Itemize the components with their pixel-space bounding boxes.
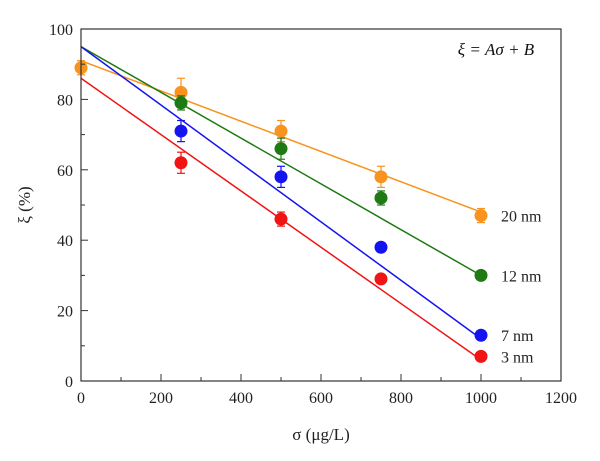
point-20-nm [474,209,488,223]
series-label-3-nm: 3 nm [501,349,534,366]
series-label-7-nm: 7 nm [501,328,534,345]
point-12-nm [474,268,488,282]
point-7-nm [374,240,388,254]
x-tick-label: 600 [309,390,333,407]
y-tick-label: 60 [57,163,73,180]
fit-lines [80,45,482,361]
point-12-nm [274,142,288,156]
point-3-nm [174,156,188,170]
point-20-nm [374,170,388,184]
point-7-nm [274,170,288,184]
fit-line-7-nm [80,45,482,340]
point-3-nm [474,349,488,363]
point-3-nm [274,212,288,226]
point-7-nm [474,328,488,342]
y-axis-title: ξ (%) [15,186,34,223]
series-label-20-nm: 20 nm [501,209,542,226]
x-axis-title: σ (μg/L) [292,425,349,444]
equation-annotation: ξ = Aσ + B [458,40,535,59]
x-tick-label: 800 [389,390,413,407]
y-tick-label: 80 [57,92,73,109]
plot-frame [80,28,562,382]
x-tick-label: 1200 [545,390,577,407]
y-tick-label: 100 [49,22,73,39]
y-tick-label: 20 [57,304,73,321]
y-tick-label: 40 [57,233,73,250]
x-tick-label: 200 [149,390,173,407]
point-12-nm [374,191,388,205]
x-tick-label: 400 [229,390,253,407]
point-3-nm [374,272,388,286]
series-labels: 20 nm 12 nm 7 nm 3 nm [501,209,542,367]
tick-labels: 0 200 400 600 800 1000 1200 0 20 40 60 80 100 [49,22,577,407]
point-12-nm [174,96,188,110]
x-tick-label: 0 [77,390,85,407]
point-20-nm [274,124,288,138]
series-label-12-nm: 12 nm [501,268,542,285]
data-points [74,60,488,363]
x-tick-label: 1000 [465,390,497,407]
axis-ticks [80,28,562,382]
y-tick-label: 0 [65,374,73,391]
fit-line-12-nm [80,45,482,277]
point-7-nm [174,124,188,138]
